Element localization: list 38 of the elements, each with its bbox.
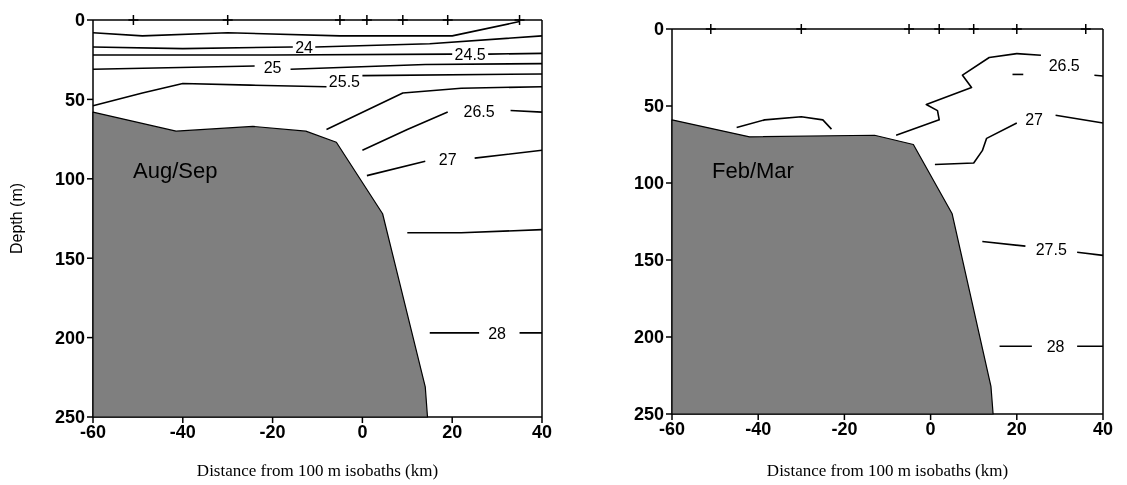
x-tick-label: -20 xyxy=(259,421,286,442)
series-label: 24 xyxy=(295,38,314,56)
x-tick-label: 40 xyxy=(1092,418,1114,439)
annotation: Aug/Sep xyxy=(133,158,218,184)
x-tick-label: 40 xyxy=(531,421,553,442)
x-axis-title: Distance from 100 m isobaths (km) xyxy=(766,461,1009,480)
series-label: 28 xyxy=(488,324,507,342)
series-label: 27 xyxy=(1025,110,1044,128)
y-tick-label: 50 xyxy=(643,96,664,117)
x-axis-title: Distance from 100 m isobaths (km) xyxy=(196,461,439,480)
series-label: 28 xyxy=(1046,337,1065,355)
series-label: 25 xyxy=(263,59,282,77)
y-tick-label: 0 xyxy=(74,10,85,31)
x-tick-label: 0 xyxy=(357,421,368,442)
y-tick-label: 150 xyxy=(633,250,664,271)
series-label: 26.5 xyxy=(1048,56,1080,74)
y-tick-label: 200 xyxy=(633,327,664,348)
y-tick-label: 150 xyxy=(54,248,85,269)
y-tick-label: 250 xyxy=(54,407,85,428)
series-label: 27 xyxy=(438,151,457,169)
y-tick-label: 0 xyxy=(653,19,664,40)
x-tick-label: -20 xyxy=(831,418,858,439)
series-label: 27.5 xyxy=(1035,240,1067,258)
x-tick-label: 0 xyxy=(925,418,936,439)
y-tick-label: 100 xyxy=(54,169,85,190)
series-label: 24.5 xyxy=(454,45,486,63)
y-axis-title: Depth (m) xyxy=(7,182,25,255)
x-tick-label: 20 xyxy=(1006,418,1027,439)
annotation: Feb/Mar xyxy=(712,158,794,184)
y-tick-label: 250 xyxy=(633,404,664,425)
x-tick-label: -40 xyxy=(169,421,196,442)
series-label: 26.5 xyxy=(463,102,495,120)
y-tick-label: 50 xyxy=(64,89,85,110)
x-tick-label: -40 xyxy=(745,418,772,439)
series-label: 25.5 xyxy=(328,72,361,90)
y-tick-label: 100 xyxy=(633,173,664,194)
y-tick-label: 200 xyxy=(54,327,85,348)
x-tick-label: 20 xyxy=(442,421,463,442)
